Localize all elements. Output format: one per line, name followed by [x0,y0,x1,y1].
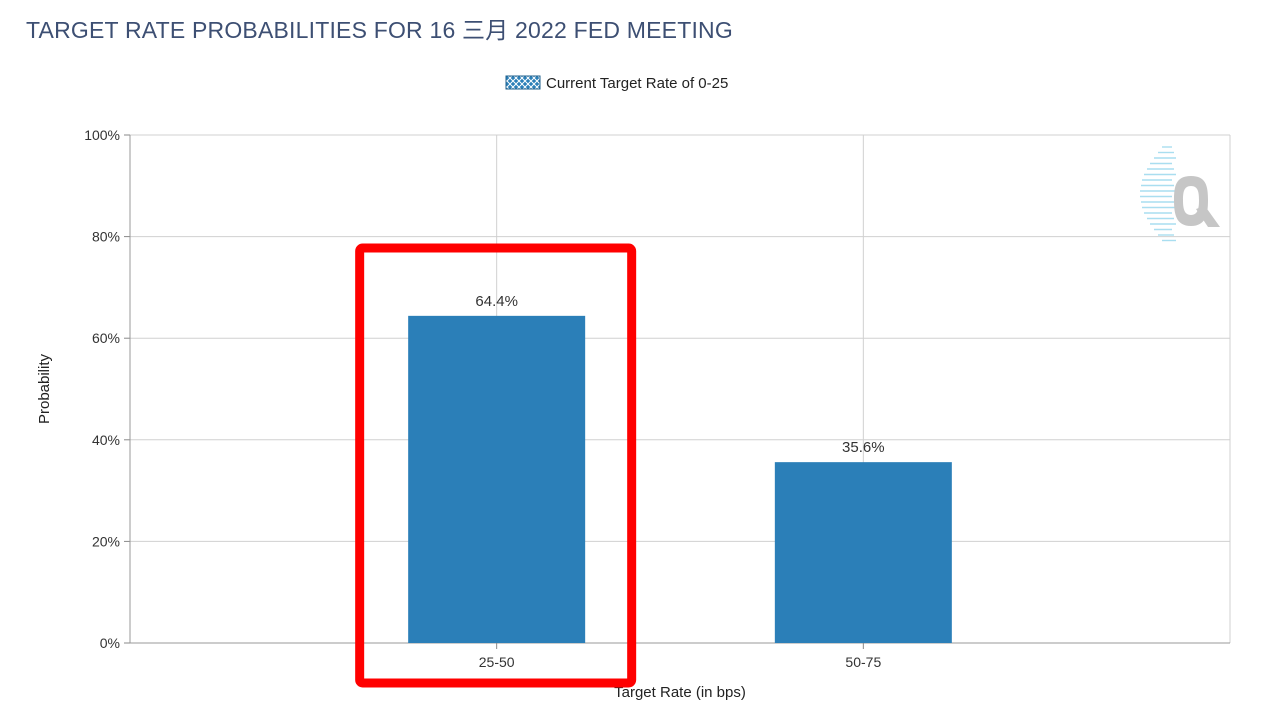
x-tick-label-25-50: 25-50 [479,654,515,670]
x-axis-label: Target Rate (in bps) [614,684,746,701]
bar-25-50 [408,315,586,643]
y-axis-label: Probability [36,353,53,424]
highlight-rectangle [355,243,637,688]
y-tick-label: 0% [100,635,120,651]
y-tick-label: 40% [92,432,120,448]
x-tick-label-50-75: 50-75 [845,654,881,670]
chart-grid [129,134,1231,644]
legend-entry: Current Target Rate of 0-25 [546,75,728,92]
chart-legend: Current Target Rate of 0-25 [505,75,728,92]
q-logo-icon [1140,146,1220,242]
y-tick-label: 60% [92,330,120,346]
legend-swatch [505,75,541,90]
bar-series: 64.4% 35.6% [408,293,952,643]
bar-50-75 [774,462,952,643]
y-tick-label: 20% [92,533,120,549]
highlight-box [355,243,637,688]
chart-axes [124,134,1230,649]
y-tick-label: 100% [84,127,120,143]
y-tick-label: 80% [92,229,120,245]
x-tick-labels: 25-50 50-75 [479,654,882,670]
y-tick-labels: 0% 20% 40% 60% 80% 100% [84,127,120,651]
page-title: TARGET RATE PROBABILITIES FOR 16 三月 2022… [26,17,733,43]
data-label-25-50: 64.4% [475,293,518,310]
data-label-50-75: 35.6% [842,439,885,456]
